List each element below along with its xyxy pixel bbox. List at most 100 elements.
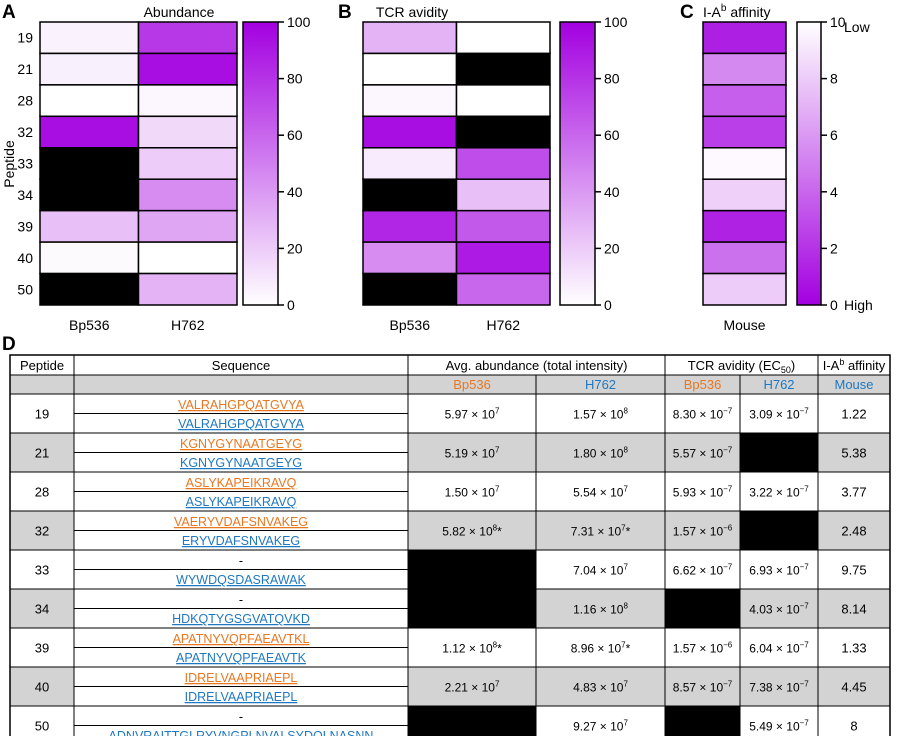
- heatmap-row-label: 28: [17, 93, 33, 109]
- sequence-h762: KGNYGYNAATGEYG: [180, 456, 302, 470]
- table-peptide-id: 28: [35, 485, 49, 500]
- heatmap-cell: [39, 115, 140, 149]
- colorbar-tick-label: 6: [830, 127, 838, 143]
- table-subheader: H762: [585, 377, 616, 392]
- abundance-missing: [408, 589, 536, 628]
- heatmap-cell: [455, 84, 551, 118]
- abundance-bp536: 1.12 × 108*: [442, 641, 502, 656]
- heatmap-cell: [455, 21, 551, 55]
- heatmap-cell: [39, 52, 140, 86]
- heatmap-cell: [137, 272, 238, 306]
- sequence-bp536: APATNYVQPFAEAVTKL: [173, 632, 310, 646]
- colorbar-tick-label: 100: [604, 14, 628, 30]
- affinity-value: 2.48: [841, 524, 866, 539]
- abundance-missing: [408, 550, 536, 589]
- abundance-h762: 8.96 × 107*: [571, 641, 631, 656]
- panel-label-c: C: [680, 2, 694, 23]
- heatmap-row-label: 34: [17, 187, 33, 203]
- sequence-bp536: VALRAHGPQATGVYA: [178, 398, 304, 412]
- table-header-avidity: TCR avidity (EC50): [688, 358, 796, 375]
- heatmap-cell: [362, 272, 458, 306]
- affinity-value: 8.14: [841, 602, 866, 617]
- heatmap-cell: [702, 241, 787, 275]
- table-peptide-id: 50: [35, 719, 49, 734]
- colorbar-low-label: Low: [844, 19, 871, 35]
- avidity-h762: 6.04 × 10−7: [749, 641, 809, 656]
- affinity-value: 3.77: [841, 485, 866, 500]
- heatmap-cell: [362, 147, 458, 180]
- table-peptide-id: 33: [35, 563, 49, 578]
- sequence-bp536: -: [239, 710, 243, 724]
- heatmap-cell: [702, 178, 787, 212]
- table-header-abundance: Avg. abundance (total intensity): [446, 358, 628, 373]
- abundance-h762: 7.31 × 107*: [571, 524, 631, 539]
- heatmap-cell: [362, 115, 458, 149]
- sequence-h762: VALRAHGPQATGVYA: [178, 417, 304, 431]
- avidity-missing: [740, 511, 818, 550]
- heatmap-cell: [137, 52, 238, 86]
- colorbar-tick-label: 0: [604, 297, 612, 313]
- colorbar-tick-label: 8: [830, 71, 838, 87]
- panel-c-title: I-Ab affinity: [703, 3, 771, 20]
- table-peptide-id: 34: [35, 602, 49, 617]
- avidity-h762: 3.22 × 10−7: [749, 485, 809, 500]
- heatmap-row-label: 32: [17, 124, 33, 140]
- colorbar-tick-label: 0: [287, 297, 295, 313]
- heatmap-cell: [39, 178, 140, 212]
- heatmap-column-label: H762: [171, 317, 205, 333]
- table-header-sequence: Sequence: [212, 358, 271, 373]
- avidity-bp536: 5.57 × 10−7: [673, 446, 733, 461]
- heatmap-cell: [137, 115, 238, 149]
- abundance-h762: 1.16 × 108: [573, 602, 628, 617]
- abundance-h762: 1.57 × 108: [573, 407, 628, 422]
- table-peptide-id: 39: [35, 641, 49, 656]
- heatmap-cell: [362, 52, 458, 86]
- heatmap-cell: [455, 209, 551, 243]
- heatmap-cell: [362, 84, 458, 118]
- heatmap-cell: [702, 272, 787, 306]
- colorbar-tick-label: 20: [287, 240, 303, 256]
- affinity-value: 8: [850, 719, 857, 734]
- abundance-bp536: 5.19 × 107: [445, 446, 500, 461]
- heatmap-cell: [39, 209, 140, 243]
- panel-label-b: B: [338, 2, 352, 23]
- avidity-bp536: 8.57 × 10−7: [673, 680, 733, 695]
- heatmap-cell: [455, 241, 551, 275]
- table-peptide-id: 40: [35, 680, 49, 695]
- panel-b-title: TCR avidity: [376, 4, 448, 20]
- row-labels: 19 21 28 32 33 34 39 40 50: [17, 30, 33, 298]
- abundance-bp536: 2.21 × 107: [445, 680, 500, 695]
- colorbar-abundance: [242, 21, 279, 306]
- avidity-bp536: 5.93 × 10−7: [673, 485, 733, 500]
- heatmap-cell: [362, 209, 458, 243]
- heatmap-cell: [137, 147, 238, 180]
- avidity-h762: 3.09 × 10−7: [749, 407, 809, 422]
- abundance-bp536: 5.97 × 107: [445, 407, 500, 422]
- sequence-h762: ADNVRAITTGLRYVNGPLNVALSYDQLNASNN: [109, 729, 374, 736]
- panel-label-a: A: [2, 2, 16, 23]
- heatmap-cell: [702, 209, 787, 243]
- colorbar-tcr-avidity-ticks: 100 80 60 40 20 0: [595, 14, 628, 313]
- abundance-h762: 9.27 × 107: [573, 719, 628, 734]
- heatmap-cell: [137, 178, 238, 212]
- table-subheader-background: [10, 375, 890, 394]
- sequence-bp536: ASLYKAPEIKRAVQ: [186, 476, 297, 490]
- sequence-bp536: KGNYGYNAATGEYG: [180, 437, 302, 451]
- heatmap-row-label: 19: [17, 30, 33, 46]
- affinity-value: 5.38: [841, 446, 866, 461]
- table-peptide-id: 32: [35, 524, 49, 539]
- colorbar-tcr-avidity: [559, 21, 596, 306]
- sequence-h762: APATNYVQPFAEAVTK: [176, 651, 307, 665]
- sequence-bp536: VAERYVDAFSNVAKEG: [174, 515, 308, 529]
- heatmap-column-label: H762: [487, 317, 521, 333]
- avidity-missing: [740, 433, 818, 472]
- avidity-h762: 6.93 × 10−7: [749, 563, 809, 578]
- heatmap-cell: [702, 147, 787, 180]
- table-peptide-id: 19: [35, 407, 49, 422]
- colorbar-abundance-ticks: 100 80 60 40 20 0: [278, 14, 311, 313]
- heatmap-cell: [702, 21, 787, 55]
- abundance-h762: 5.54 × 107: [573, 485, 628, 500]
- heatmap-cell: [455, 178, 551, 212]
- colorbar-tick-label: 80: [604, 71, 620, 87]
- heatmap-cell: [362, 241, 458, 275]
